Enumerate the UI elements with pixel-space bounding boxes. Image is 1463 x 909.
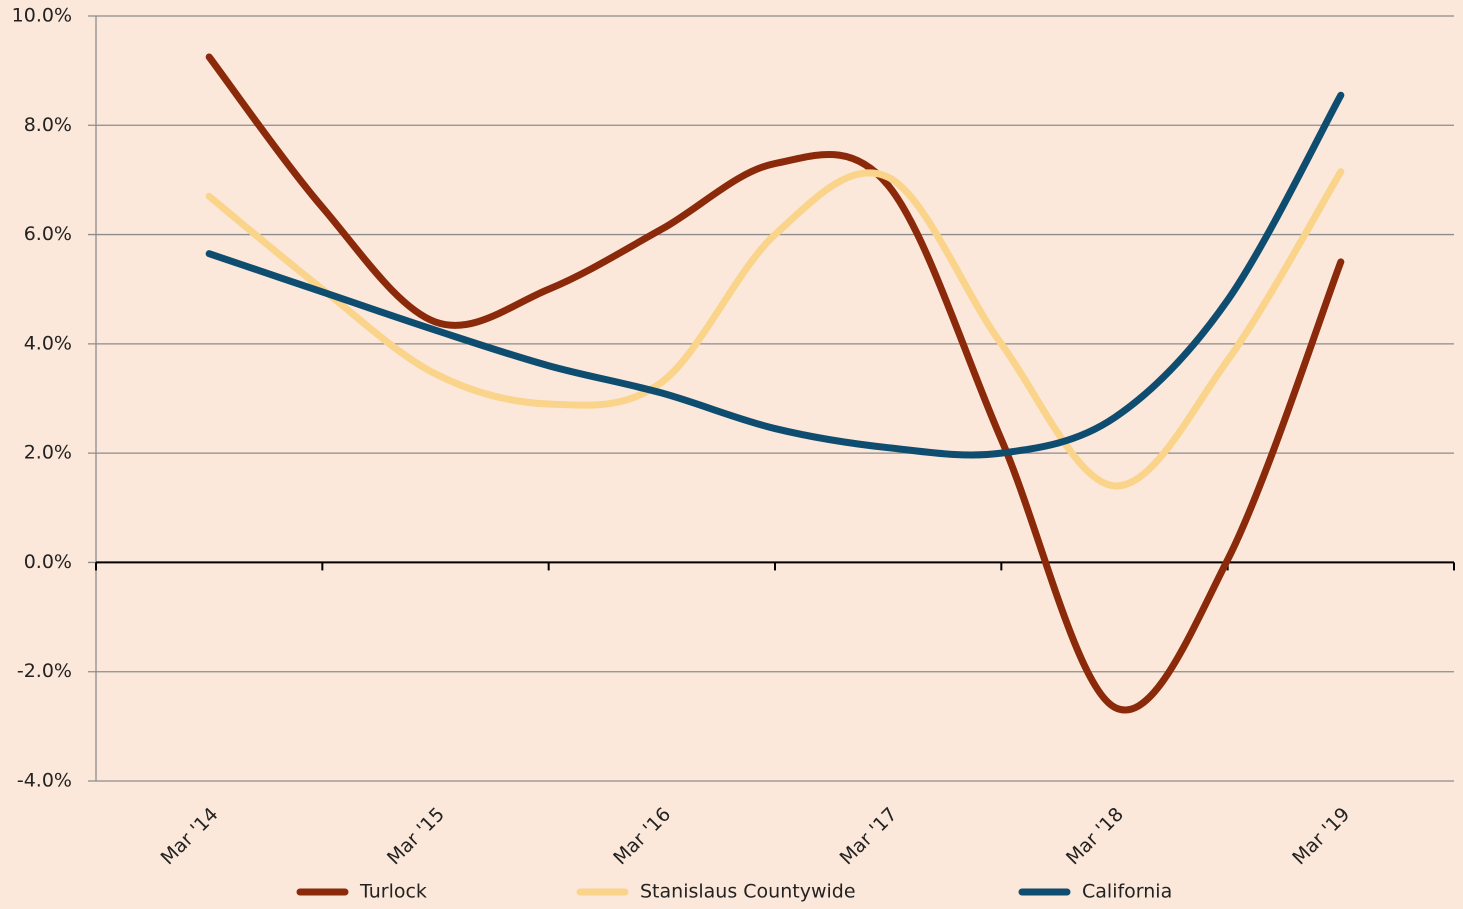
series-line: [205, 168, 1345, 490]
x-tick-label: Mar '19: [1288, 803, 1354, 869]
y-tick-label: 10.0%: [12, 5, 72, 27]
y-tick-label: 0.0%: [24, 551, 72, 573]
legend-label: Stanislaus Countywide: [640, 881, 856, 903]
y-tick-label: 2.0%: [24, 442, 72, 464]
legend-label: Turlock: [359, 881, 427, 903]
y-tick-label: -4.0%: [17, 770, 72, 792]
series-line: [205, 53, 1345, 714]
series-line: [205, 91, 1345, 459]
x-tick-label: Mar '18: [1062, 803, 1128, 869]
x-tick-label: Mar '17: [836, 803, 902, 869]
y-tick-label: 8.0%: [24, 114, 72, 136]
y-tick-label: -2.0%: [17, 660, 72, 682]
legend-label: California: [1082, 881, 1172, 903]
x-tick-label: Mar '15: [383, 803, 449, 869]
y-tick-label: 4.0%: [24, 332, 72, 354]
y-tick-label: 6.0%: [24, 223, 72, 245]
x-tick-label: Mar '14: [157, 803, 223, 869]
x-tick-label: Mar '16: [609, 803, 675, 869]
